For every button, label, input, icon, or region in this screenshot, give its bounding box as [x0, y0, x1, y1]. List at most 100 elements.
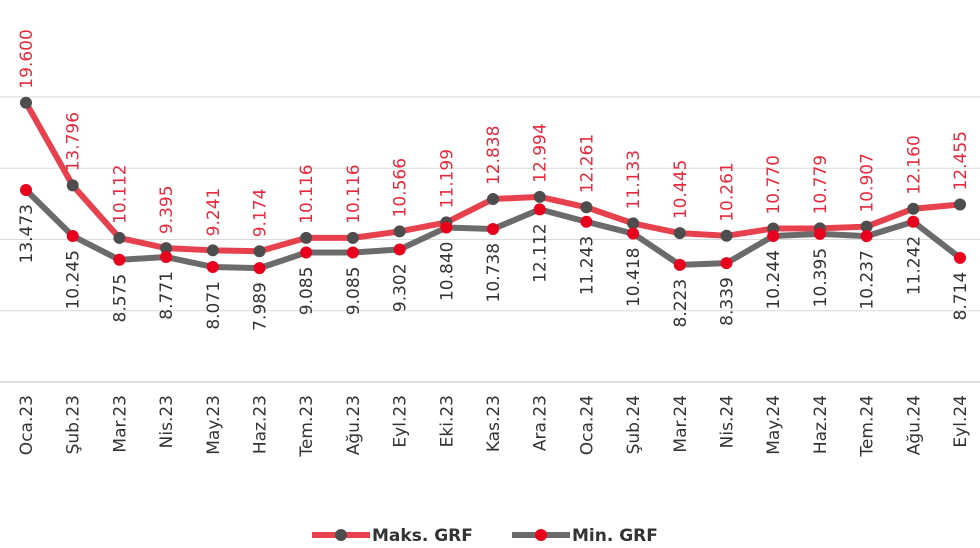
marker [300, 246, 313, 259]
marker [487, 193, 499, 206]
x-tick-label: Eyl.23 [391, 395, 411, 448]
data-label: 13.796 [64, 112, 84, 171]
data-label: 10.445 [671, 160, 691, 219]
data-label: 8.071 [204, 281, 224, 330]
x-tick-label: Eyl.24 [951, 395, 971, 448]
data-label: 11.199 [437, 149, 457, 208]
legend-label: Maks. GRF [372, 526, 473, 546]
x-tick-label: Tem.23 [297, 395, 317, 458]
data-label: 10.840 [437, 242, 457, 301]
x-tick-label: Ağu.23 [344, 395, 364, 455]
marker [487, 222, 499, 235]
x-tick-label: May.24 [764, 395, 784, 455]
legend-marker [335, 529, 347, 541]
marker [253, 262, 266, 275]
data-label: 12.994 [531, 123, 551, 182]
data-label: 12.455 [951, 131, 971, 190]
data-label: 11.133 [624, 150, 644, 209]
marker [20, 96, 32, 109]
data-label: 9.174 [251, 189, 271, 238]
data-label: 10.770 [764, 155, 784, 214]
x-tick-label: Eki.23 [437, 395, 457, 447]
data-label: 11.242 [904, 236, 924, 295]
marker [954, 251, 966, 264]
data-label: 19.600 [17, 29, 37, 88]
x-tick-label: Ağu.24 [904, 395, 924, 455]
data-label: 10.395 [811, 248, 831, 307]
marker [206, 260, 219, 273]
x-tick-label: Nis.23 [157, 395, 177, 448]
data-label: 9.085 [297, 267, 317, 316]
data-label: 12.838 [484, 126, 504, 185]
data-label: 8.771 [157, 271, 177, 320]
marker [673, 227, 686, 240]
marker [346, 246, 359, 259]
marker [300, 231, 313, 244]
x-tick-label: Tem.24 [858, 395, 878, 458]
data-label: 8.714 [951, 272, 971, 321]
data-label: 9.241 [204, 188, 224, 237]
x-tick-label: Şub.23 [64, 395, 84, 454]
data-label: 9.302 [391, 263, 411, 312]
marker [627, 227, 640, 240]
x-tick-label: Oca.23 [17, 395, 37, 455]
marker [907, 215, 920, 228]
marker [113, 253, 126, 266]
marker [720, 257, 733, 270]
x-tick-label: Kas.23 [484, 395, 504, 452]
data-label: 9.085 [344, 267, 364, 316]
legend-marker [535, 529, 547, 541]
marker [533, 190, 546, 203]
marker [673, 258, 686, 271]
marker [160, 251, 173, 264]
marker [20, 184, 32, 197]
x-tick-label: Mar.23 [110, 395, 130, 453]
data-label: 10.779 [811, 155, 831, 214]
data-label: 9.395 [157, 185, 177, 234]
x-tick-label: Haz.24 [811, 395, 831, 454]
marker [860, 220, 873, 233]
x-tick-label: Nis.24 [718, 395, 738, 448]
data-label: 10.237 [858, 250, 878, 309]
x-tick-label: Mar.24 [671, 395, 691, 453]
x-tick-label: Ara.23 [531, 395, 551, 451]
data-label: 10.116 [344, 164, 364, 223]
data-label: 10.566 [391, 158, 411, 217]
x-tick-label: May.23 [204, 395, 224, 455]
marker [346, 231, 359, 244]
marker [767, 230, 780, 243]
marker [253, 245, 266, 258]
data-label: 10.261 [718, 162, 738, 221]
data-label: 12.112 [531, 223, 551, 282]
data-label: 10.112 [110, 164, 130, 223]
marker [720, 229, 733, 242]
legend-label: Min. GRF [572, 526, 658, 546]
data-label: 10.738 [484, 243, 504, 302]
x-tick-label: Oca.24 [577, 395, 597, 455]
data-label: 8.223 [671, 279, 691, 328]
marker [160, 242, 173, 255]
x-tick-label: Şub.24 [624, 395, 644, 454]
x-tick-label: Haz.23 [251, 395, 271, 454]
data-label: 12.160 [904, 135, 924, 194]
marker [393, 225, 406, 238]
data-label: 8.575 [110, 274, 130, 323]
data-label: 7.989 [251, 282, 271, 331]
marker [393, 243, 406, 256]
marker [580, 201, 593, 214]
marker [66, 179, 79, 192]
marker [206, 244, 219, 257]
data-label: 12.261 [577, 134, 597, 193]
data-label: 13.473 [17, 204, 37, 263]
data-label: 10.907 [858, 153, 878, 212]
data-label: 10.418 [624, 248, 644, 307]
marker [580, 215, 593, 228]
marker [907, 202, 920, 215]
data-label: 8.339 [718, 277, 738, 326]
data-label: 10.244 [764, 250, 784, 309]
marker [113, 231, 126, 244]
data-label: 10.116 [297, 164, 317, 223]
data-label: 11.243 [577, 236, 597, 295]
data-label: 10.245 [64, 250, 84, 309]
